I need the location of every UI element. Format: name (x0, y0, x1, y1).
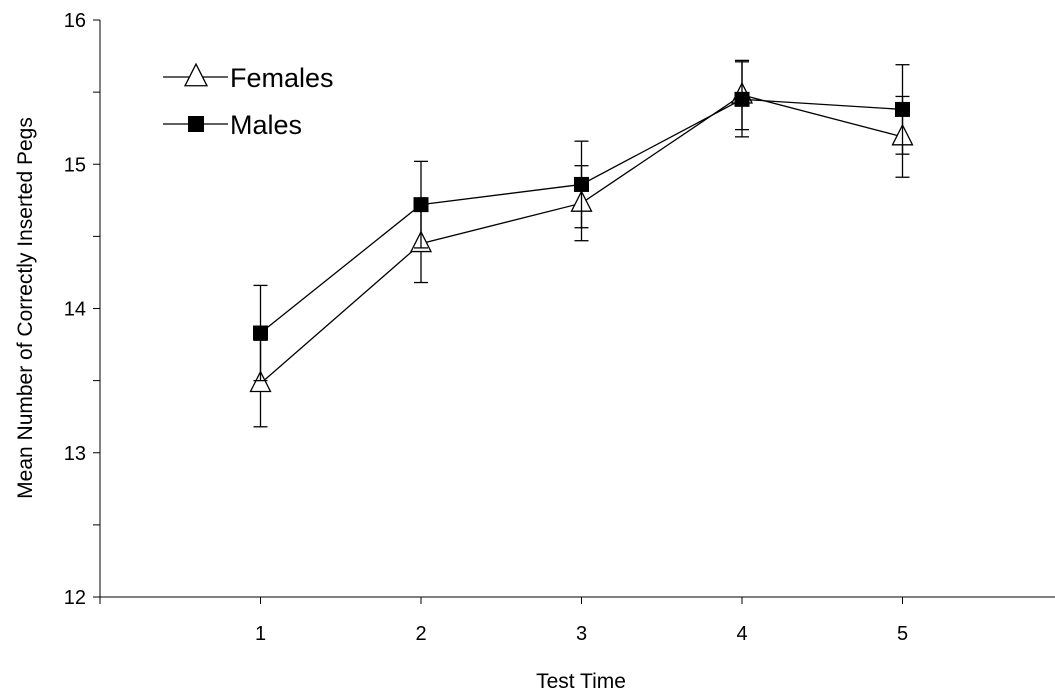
x-tick-label: 4 (736, 623, 747, 645)
y-axis-title: Mean Number of Correctly Inserted Pegs (14, 117, 37, 499)
series-females (249, 59, 914, 428)
series-layer (249, 59, 914, 428)
x-tick-label: 3 (576, 623, 587, 645)
legend-marker (188, 116, 204, 132)
legend-label: Females (230, 63, 334, 93)
x-tick-label: 5 (897, 623, 908, 645)
y-tick-label: 16 (64, 10, 86, 32)
y-tick-label: 14 (64, 299, 86, 321)
data-point (249, 370, 272, 393)
legend: Females Males (163, 62, 334, 140)
data-point (895, 101, 910, 117)
legend-marker (183, 62, 209, 87)
legend-item-females: Females (163, 62, 334, 93)
series-males (253, 61, 910, 382)
x-axis-title: Test Time (536, 670, 626, 693)
y-tick-label: 15 (64, 154, 86, 176)
data-point (413, 197, 429, 213)
data-point (253, 325, 268, 341)
legend-item-males: Males (163, 110, 302, 140)
legend-label: Males (230, 110, 302, 140)
data-point (574, 176, 589, 192)
y-tick-label: 12 (64, 587, 86, 609)
x-tick-label: 1 (255, 623, 266, 645)
data-point (734, 91, 750, 107)
x-tick-label: 2 (415, 623, 426, 645)
y-tick-label: 13 (64, 443, 86, 465)
